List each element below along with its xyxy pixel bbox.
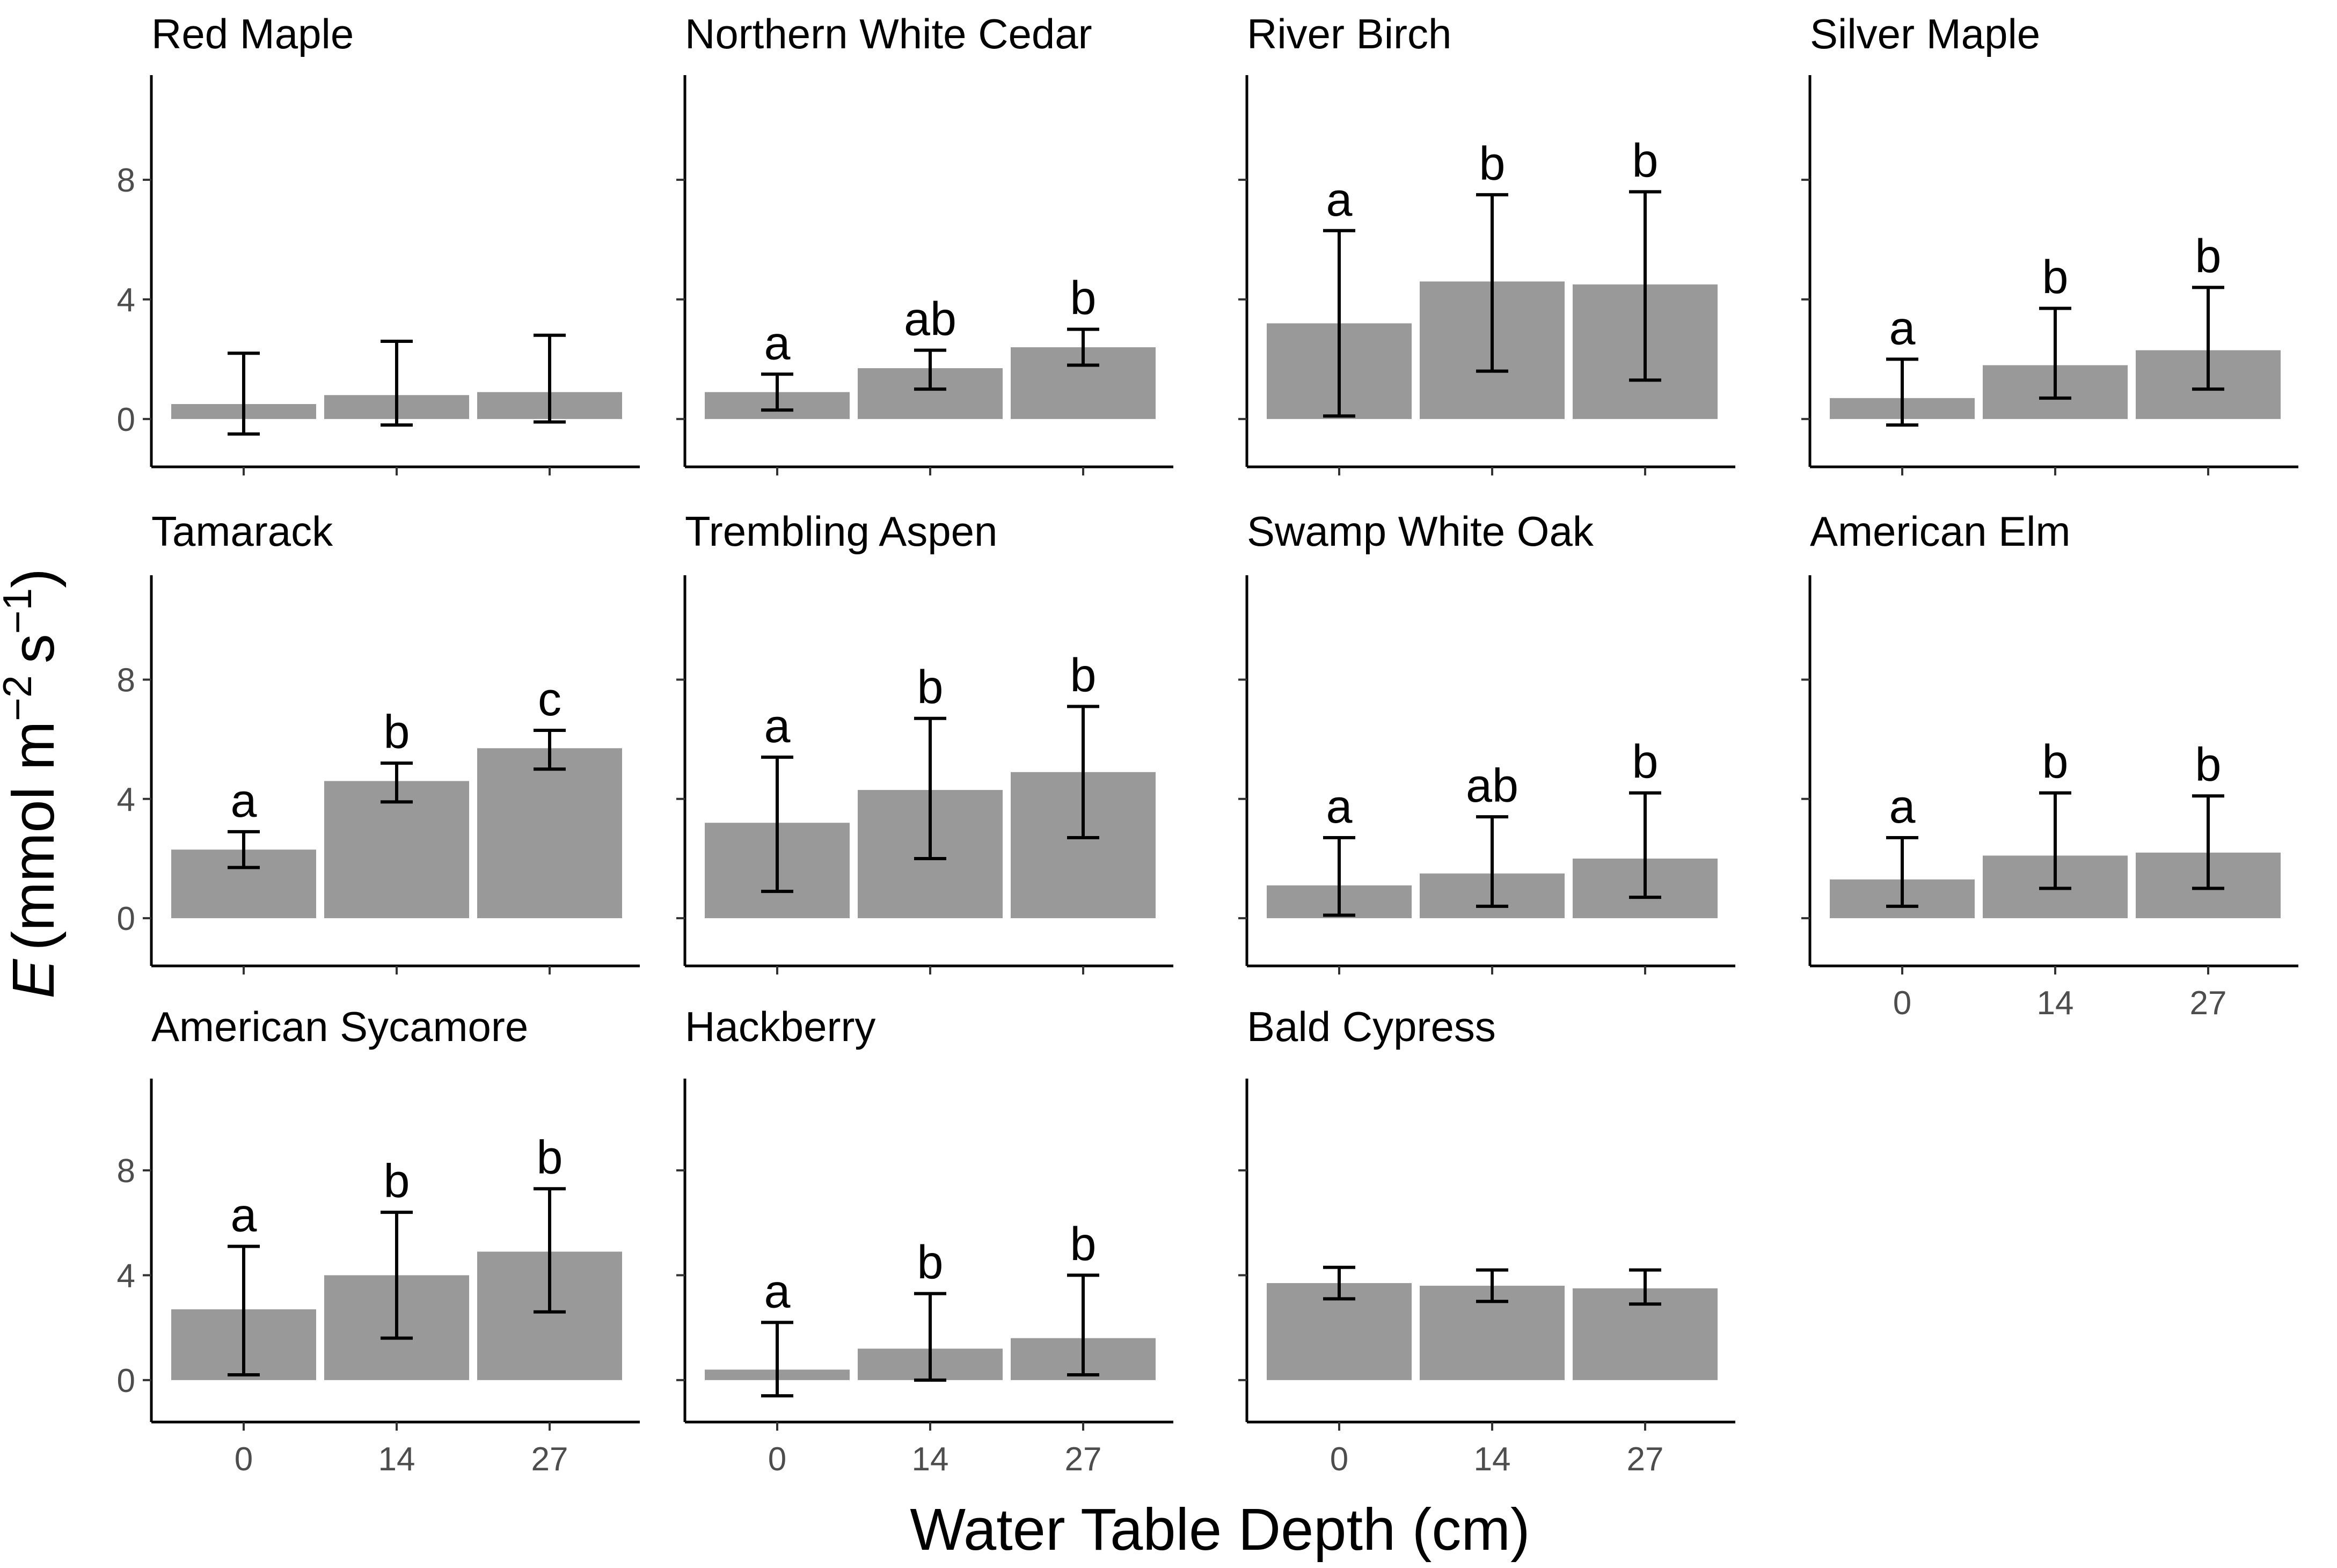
y-axis-unit-mmol: mmol m	[1, 721, 67, 931]
significance-letter: b	[1479, 137, 1506, 190]
y-axis-paren-close: )	[1, 568, 67, 588]
significance-letter: a	[231, 1189, 257, 1242]
significance-letter: a	[1889, 780, 1916, 833]
significance-letter: a	[764, 1264, 791, 1317]
bar	[477, 748, 622, 919]
panel-title: Tamarack	[151, 508, 333, 555]
significance-letter: a	[1889, 301, 1916, 354]
panel-title: Bald Cypress	[1247, 1003, 1496, 1050]
x-tick-label: 14	[912, 1441, 949, 1478]
x-tick-label: 27	[2190, 985, 2227, 1022]
significance-letter: a	[1326, 780, 1353, 833]
x-tick-label: 27	[531, 1441, 568, 1478]
y-axis-title: E (mmol m−2 s−1)	[0, 568, 67, 999]
y-tick-label: 0	[117, 900, 135, 937]
panel-swamp-white-oak: Swamp White Oak a ab b	[1238, 508, 1735, 974]
y-tick-label: 8	[117, 662, 135, 699]
significance-letter: a	[764, 699, 791, 752]
panel-title: American Elm	[1810, 508, 2070, 555]
significance-letter: c	[538, 672, 561, 726]
x-tick-label: 14	[378, 1441, 415, 1478]
x-tick-label: 14	[1474, 1441, 1511, 1478]
x-tick-label: 14	[2037, 985, 2074, 1022]
significance-letter: b	[917, 1236, 944, 1289]
significance-letter: b	[2195, 738, 2222, 791]
y-tick-label: 8	[117, 1153, 135, 1190]
panel-american-sycamore: American Sycamore 0 4 8 0 14 27 a b b	[117, 1003, 640, 1478]
y-tick-label: 0	[117, 401, 135, 438]
y-axis-exp-m: −2	[0, 675, 40, 721]
significance-letter: a	[1326, 173, 1353, 226]
significance-letter: b	[384, 705, 410, 758]
panel-title: American Sycamore	[151, 1003, 528, 1050]
y-tick-label: 4	[117, 282, 135, 319]
significance-letter: b	[384, 1154, 410, 1207]
significance-letter: b	[1632, 134, 1659, 187]
significance-letter: b	[1070, 1217, 1097, 1270]
y-tick-label: 8	[117, 162, 135, 199]
panel-river-birch: River Birch a b b	[1238, 10, 1735, 475]
panel-silver-maple: Silver Maple a b b	[1801, 10, 2298, 475]
significance-letter: ab	[1466, 759, 1518, 812]
panel-title: Northern White Cedar	[685, 10, 1092, 57]
panel-title: Red Maple	[151, 10, 354, 57]
x-axis-title: Water Table Depth (cm)	[910, 1497, 1530, 1563]
panel-red-maple: Red Maple 0 4 8	[117, 10, 640, 475]
significance-letter: b	[2042, 735, 2069, 788]
y-tick-label: 0	[117, 1362, 135, 1400]
panel-hackberry: Hackberry 0 14 27 a b b	[676, 1003, 1173, 1478]
y-axis-symbol: E	[1, 958, 67, 999]
y-axis-exp-s: −1	[0, 588, 40, 634]
panel-bald-cypress: Bald Cypress 0 14 27	[1238, 1003, 1735, 1478]
panel-trembling-aspen: Trembling Aspen a b b	[676, 508, 1173, 974]
panel-title: River Birch	[1247, 10, 1451, 57]
bar	[324, 781, 469, 919]
significance-letter: a	[764, 316, 791, 369]
y-tick-label: 4	[117, 781, 135, 818]
panel-northern-white-cedar: Northern White Cedar a ab b	[676, 10, 1173, 475]
panel-tamarack: Tamarack 0 4 8 a b c	[117, 508, 640, 974]
significance-letter: b	[1070, 272, 1097, 325]
x-tick-label: 0	[235, 1441, 253, 1478]
significance-letter: a	[231, 774, 257, 827]
x-tick-label: 0	[1330, 1441, 1348, 1478]
significance-letter: b	[917, 661, 944, 714]
significance-letter: b	[2195, 230, 2222, 283]
panel-american-elm: American Elm 0 14 27 a b b	[1801, 508, 2298, 1022]
x-tick-label: 0	[1893, 985, 1911, 1022]
significance-letter: b	[1632, 735, 1659, 788]
x-tick-label: 27	[1627, 1441, 1664, 1478]
x-tick-label: 0	[768, 1441, 786, 1478]
significance-letter: ab	[904, 292, 956, 346]
panel-title: Hackberry	[685, 1003, 875, 1050]
y-axis-paren-open: (	[1, 931, 67, 951]
panel-title: Trembling Aspen	[685, 508, 997, 555]
significance-letter: b	[2042, 251, 2069, 304]
significance-letter: b	[1070, 649, 1097, 702]
panel-title: Swamp White Oak	[1247, 508, 1594, 555]
significance-letter: b	[537, 1131, 563, 1184]
panel-title: Silver Maple	[1810, 10, 2040, 57]
y-tick-label: 4	[117, 1257, 135, 1294]
x-tick-label: 27	[1065, 1441, 1102, 1478]
y-axis-unit-s: s	[1, 634, 67, 663]
